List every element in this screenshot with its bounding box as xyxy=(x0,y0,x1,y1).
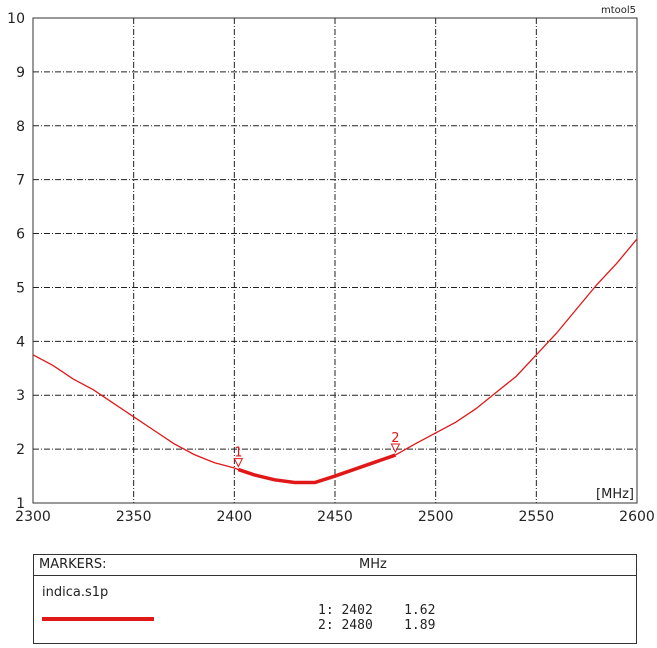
marker-panel: MARKERS: MHz indica.s1p 1: 2402 1.62 2: … xyxy=(33,554,637,644)
x-tick-label: 2600 xyxy=(619,509,655,525)
data-trace xyxy=(32,238,638,485)
trace-color-swatch xyxy=(42,617,154,621)
x-tick-label: 2500 xyxy=(418,509,454,525)
x-tick-label: 2400 xyxy=(217,509,253,525)
tool-label: mtool5 xyxy=(601,5,636,16)
marker-triangle xyxy=(390,443,401,454)
y-tick-label: 6 xyxy=(16,227,25,243)
y-tick-label: 1 xyxy=(16,496,25,512)
vswr-chart: 2300 2350 2400 2450 2500 2550 260012345678910 … xyxy=(7,5,655,525)
highlighted-band-trace xyxy=(237,453,396,485)
marker-panel-header: MARKERS: MHz xyxy=(34,555,636,576)
x-tick-label: 2350 xyxy=(116,509,152,525)
x-unit-label: [MHz] xyxy=(596,487,634,502)
marker-triangle xyxy=(233,458,244,468)
y-tick-label: 3 xyxy=(16,388,25,404)
x-tick-label: 2550 xyxy=(519,509,555,525)
marker-readouts: 1: 2402 1.62 2: 2480 1.89 xyxy=(318,603,435,633)
y-tick-label: 2 xyxy=(16,442,25,458)
marker-number-label: 1 xyxy=(234,446,242,461)
y-tick-label: 9 xyxy=(16,65,25,81)
x-tick-label: 2450 xyxy=(317,509,353,525)
y-tick-label: 5 xyxy=(16,280,25,296)
y-tick-label: 7 xyxy=(16,173,25,189)
y-tick-label: 4 xyxy=(16,334,25,350)
marker-number-label: 2 xyxy=(391,431,399,446)
y-tick-label: 10 xyxy=(7,11,25,27)
marker-panel-title: MARKERS: xyxy=(39,557,107,572)
y-tick-label: 8 xyxy=(16,119,25,135)
trace-file-name: indica.s1p xyxy=(42,585,109,600)
marker-panel-unit: MHz xyxy=(359,557,387,572)
marker-readout-1: 1: 2402 1.62 xyxy=(318,603,436,618)
x-tick-label: 2300 xyxy=(15,509,51,525)
grid-lines xyxy=(33,18,637,503)
marker-symbols: 12 xyxy=(233,431,401,468)
marker-readout-2: 2: 2480 1.89 xyxy=(318,618,436,633)
